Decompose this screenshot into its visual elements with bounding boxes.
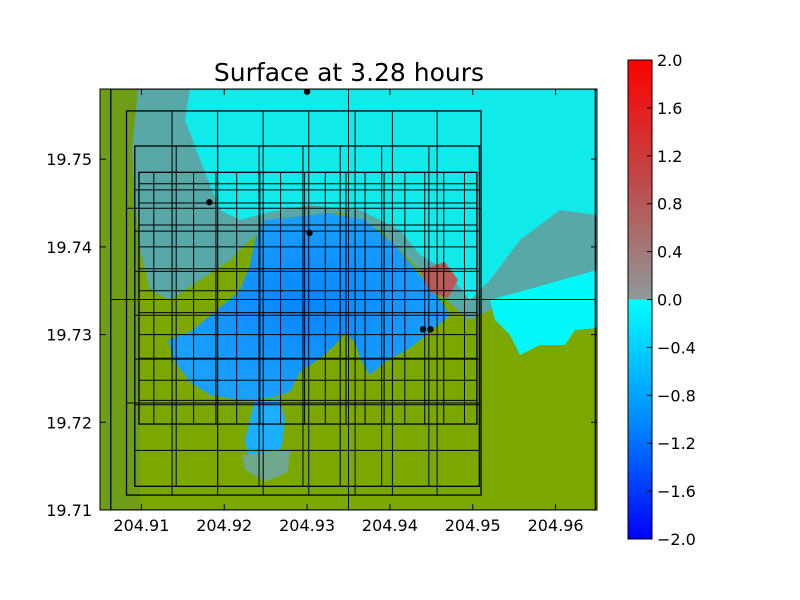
grid-patch-4 [138, 171, 478, 425]
colorbar-tick-label: 2.0 [657, 51, 682, 70]
colorbar-tick-label: 0.0 [657, 291, 682, 310]
gauge-point [419, 326, 427, 333]
x-axis: 204.91 204.92 204.93 204.94 204.95 204.96 [113, 89, 584, 535]
colorbar-tick-label: 0.4 [657, 243, 682, 262]
colorbar-axis: 2.0 1.6 1.2 0.8 0.4 0.0 −0.4 −0.8 −1.2 −1.6 −2.0 [647, 51, 696, 549]
y-tick-label: 19.74 [46, 238, 92, 257]
y-tick-label: 19.75 [46, 150, 92, 169]
y-tick-label: 19.73 [46, 326, 92, 345]
grid-patch-3 [134, 145, 481, 487]
colorbar-tick-label: 1.6 [657, 99, 682, 118]
surface-cyan-region [185, 89, 597, 300]
gauge-point [306, 229, 313, 237]
surface-shelf [242, 450, 290, 482]
colorbar-tick-label: −0.8 [657, 386, 696, 405]
x-tick-label: 204.92 [196, 516, 252, 535]
colorbar-tick-label: −1.6 [657, 482, 696, 501]
gauge-point [427, 326, 434, 333]
colorbar-tick-label: −1.2 [657, 434, 696, 453]
colorbar-tick-label: 1.2 [657, 147, 682, 166]
gauge-point [206, 198, 213, 206]
grid-patch-2 [125, 110, 482, 496]
plot-frame [99, 88, 598, 511]
amr-grid-patches [110, 89, 596, 510]
colorbar-tick-label: −2.0 [657, 530, 696, 549]
chart-title: Surface at 3.28 hours [214, 58, 484, 87]
x-tick-label: 204.94 [362, 516, 418, 535]
plot-area [100, 89, 597, 510]
colorbar-tick-label: −0.4 [657, 338, 696, 357]
x-tick-label: 204.95 [445, 516, 501, 535]
x-tick-label: 204.91 [113, 516, 169, 535]
y-axis: 19.71 19.72 19.73 19.74 19.75 [46, 150, 597, 520]
x-tick-label: 204.96 [528, 516, 584, 535]
y-tick-label: 19.71 [46, 501, 92, 520]
surface-offshore-cyan [490, 270, 597, 355]
x-tick-label: 204.93 [279, 516, 335, 535]
colorbar-tick-label: 0.8 [657, 195, 682, 214]
y-tick-label: 19.72 [46, 413, 92, 432]
